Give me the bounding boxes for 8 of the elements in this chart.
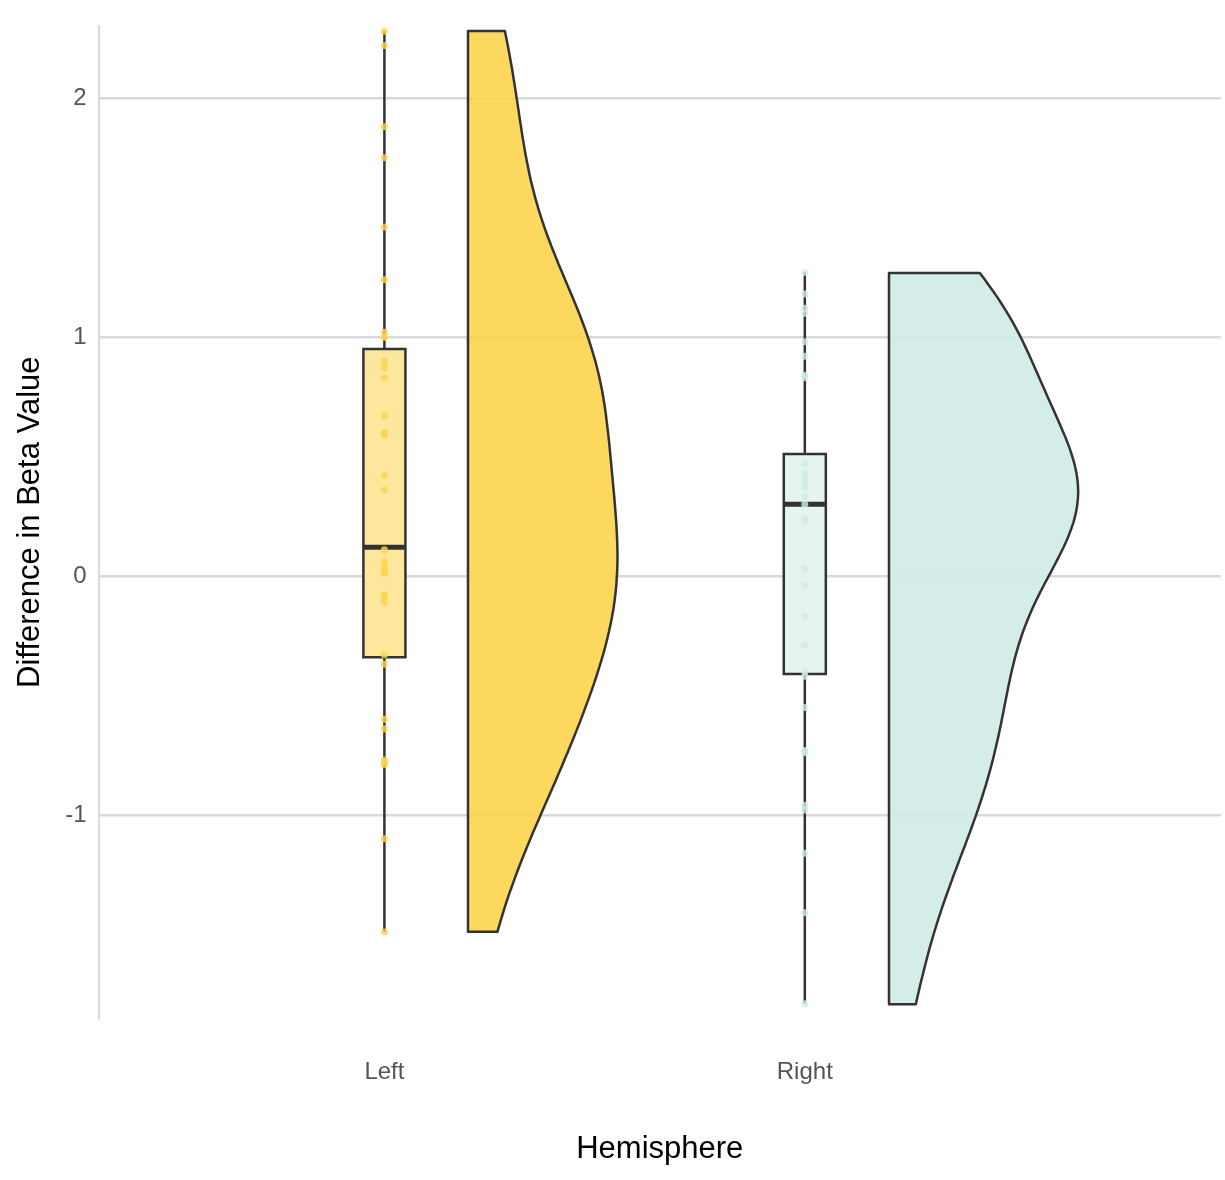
x-axis-title: Hemisphere <box>576 1129 744 1165</box>
x-tick-label: Left <box>364 1057 405 1085</box>
y-axis-title: Difference in Beta Value <box>11 356 47 688</box>
y-tick-label: 2 <box>73 82 87 110</box>
y-tick-label: -1 <box>65 799 87 827</box>
y-tick-label: 0 <box>73 560 87 588</box>
y-tick-label: 1 <box>73 321 87 349</box>
x-tick-label: Right <box>776 1057 834 1085</box>
